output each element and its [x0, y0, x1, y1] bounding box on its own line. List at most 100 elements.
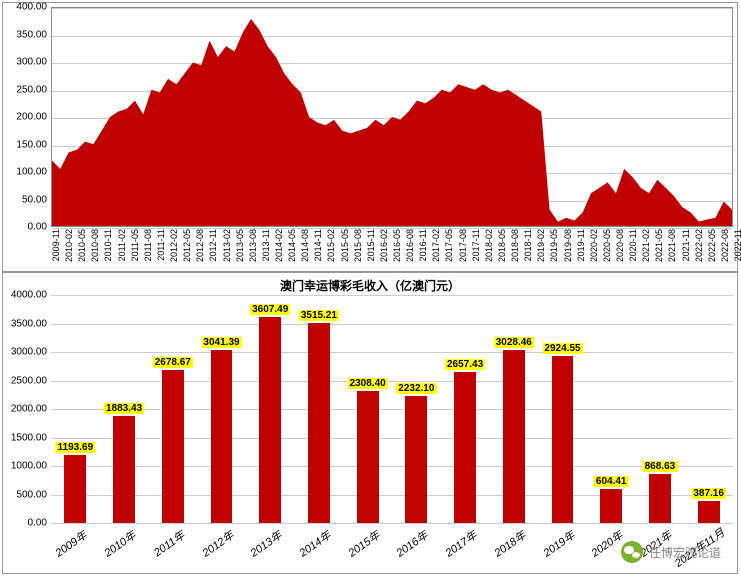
bar-value-label: 387.16: [691, 488, 726, 499]
x-tick-label: 2012-11: [208, 229, 218, 261]
x-tick-label: 2011-08: [143, 229, 153, 261]
x-tick-label: 2016-11: [418, 229, 428, 261]
y-tick-label: 200.00: [16, 112, 47, 123]
bar: [552, 356, 574, 523]
x-tick-label: 2016-05: [392, 229, 402, 262]
y-tick-label: 3000.00: [11, 347, 47, 358]
bar: [308, 323, 330, 523]
x-tick-label: 2021-02: [641, 229, 651, 262]
y-tick-label: 250.00: [16, 84, 47, 95]
bar: [698, 501, 720, 523]
x-tick-label: 2012-08: [195, 229, 205, 262]
x-tick-label: 2011年: [150, 527, 188, 560]
x-tick-label: 2010年: [101, 527, 139, 560]
bars-container: 1193.691883.432678.673041.393607.493515.…: [51, 295, 733, 523]
x-tick-label: 2014-08: [300, 229, 310, 262]
x-tick-label: 2010-08: [90, 229, 100, 262]
y-tick-label: 4000.00: [11, 290, 47, 301]
x-tick-label: 2019-02: [536, 229, 546, 262]
bar-value-label: 2232.10: [396, 383, 436, 394]
x-tick-label: 2018年: [491, 527, 529, 560]
top-area-chart: 澳门博彩毛收入：幸运博彩（当月值，亿澳门元） 0.0050.00100.0015…: [2, 2, 738, 272]
bar: [454, 372, 476, 523]
x-tick-label: 2021-11: [681, 229, 691, 261]
y-tick-label: 100.00: [16, 167, 47, 178]
x-tick-label: 2010-11: [103, 229, 113, 261]
x-tick-label: 2019-11: [576, 229, 586, 261]
bar: [405, 396, 427, 523]
bar: [649, 474, 671, 524]
bar-value-label: 604.41: [594, 476, 629, 487]
bar: [211, 350, 233, 523]
x-tick-label: 2009年: [52, 527, 90, 560]
x-tick-label: 2014-11: [313, 229, 323, 261]
x-tick-label: 2021-08: [667, 229, 677, 262]
x-tick-label: 2016-08: [405, 229, 415, 262]
y-tick-label: 0.00: [28, 518, 47, 529]
bar-value-label: 2678.67: [153, 357, 193, 368]
x-tick-label: 2014-05: [287, 229, 297, 262]
x-tick-label: 2009-11: [51, 229, 61, 261]
y-tick-label: 350.00: [16, 29, 47, 40]
x-tick-label: 2017-02: [431, 229, 441, 262]
bar: [600, 489, 622, 523]
y-tick-label: 50.00: [22, 194, 47, 205]
wechat-icon: [621, 541, 643, 563]
top-x-axis: 2009-112010-022010-052010-082010-112011-…: [51, 227, 733, 271]
y-tick-label: 2500.00: [11, 375, 47, 386]
y-tick-label: 0.00: [28, 222, 47, 233]
bar-value-label: 1193.69: [56, 442, 96, 453]
x-tick-label: 2010-02: [64, 229, 74, 262]
x-tick-label: 2017-08: [458, 229, 468, 262]
x-tick-label: 2014年: [296, 527, 334, 560]
x-tick-label: 2011-11: [156, 229, 166, 261]
bar: [503, 350, 525, 523]
top-y-axis: 0.0050.00100.00150.00200.00250.00300.003…: [3, 7, 49, 227]
bottom-plot-area: 1193.691883.432678.673041.393607.493515.…: [51, 295, 733, 523]
x-tick-label: 2013-05: [235, 229, 245, 262]
x-tick-label: 2020-11: [628, 229, 638, 261]
x-tick-label: 2018-11: [523, 229, 533, 261]
x-tick-label: 2011-02: [117, 229, 127, 261]
bar: [113, 416, 135, 523]
x-tick-label: 2015-08: [353, 229, 363, 262]
x-tick-label: 2018-08: [510, 229, 520, 262]
bar-value-label: 3041.39: [201, 337, 241, 348]
y-tick-label: 1500.00: [11, 432, 47, 443]
x-tick-label: 2022-05: [707, 229, 717, 262]
x-tick-label: 2013年: [247, 527, 285, 560]
x-tick-label: 2011-05: [130, 229, 140, 261]
area-fill: [52, 19, 732, 226]
bar: [357, 391, 379, 523]
bar-value-label: 1883.43: [104, 403, 144, 414]
bar-value-label: 868.63: [643, 461, 678, 472]
y-tick-label: 2000.00: [11, 404, 47, 415]
x-tick-label: 2017-11: [471, 229, 481, 261]
x-tick-label: 2015年: [344, 527, 382, 560]
bottom-bar-chart: 澳门幸运博彩毛收入（亿澳门元） 0.00500.001000.001500.00…: [2, 272, 738, 574]
x-tick-label: 2019年: [539, 527, 577, 560]
x-tick-label: 2020-02: [589, 229, 599, 262]
bar: [162, 370, 184, 523]
x-tick-label: 2022-11: [733, 229, 741, 261]
x-tick-label: 2016-02: [379, 229, 389, 262]
x-tick-label: 2013-02: [222, 229, 232, 262]
x-tick-label: 2015-05: [340, 229, 350, 262]
watermark: 任博宏观论道: [621, 541, 721, 563]
y-tick-label: 300.00: [16, 57, 47, 68]
x-tick-label: 2020-08: [615, 229, 625, 262]
x-tick-label: 2019-05: [549, 229, 559, 262]
y-tick-label: 400.00: [16, 2, 47, 13]
x-tick-label: 2012-05: [182, 229, 192, 262]
x-tick-label: 2021-05: [654, 229, 664, 262]
top-plot-area: [51, 7, 733, 227]
bar-value-label: 2924.55: [542, 343, 582, 354]
x-tick-label: 2020-05: [602, 229, 612, 262]
x-tick-label: 2017-05: [444, 229, 454, 262]
bottom-y-axis: 0.00500.001000.001500.002000.002500.0030…: [3, 295, 49, 523]
y-tick-label: 150.00: [16, 139, 47, 150]
x-tick-label: 2015-11: [366, 229, 376, 261]
y-tick-label: 500.00: [16, 489, 47, 500]
bottom-chart-title: 澳门幸运博彩毛收入（亿澳门元）: [280, 277, 460, 294]
bar-value-label: 3028.46: [494, 337, 534, 348]
